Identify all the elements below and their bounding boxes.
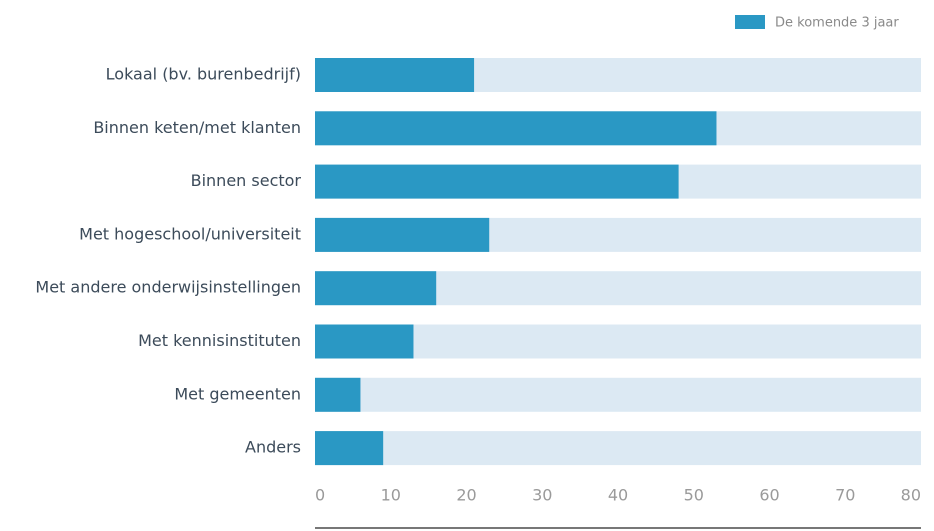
category-label: Met hogeschool/universiteit — [79, 224, 301, 243]
category-label: Lokaal (bv. burenbedrijf) — [106, 65, 301, 84]
bar-track — [315, 431, 921, 466]
x-tick-label: 40 — [608, 486, 628, 505]
category-label: Anders — [245, 438, 301, 457]
x-tick-label: 0 — [315, 486, 325, 505]
category-label: Binnen sector — [191, 171, 302, 190]
bar — [315, 431, 384, 466]
bar — [315, 271, 437, 306]
bar — [315, 377, 361, 412]
category-label: Met kennisinstituten — [138, 331, 301, 350]
category-label: Met gemeenten — [174, 384, 301, 403]
bar — [315, 58, 475, 92]
legend-swatch — [735, 15, 765, 29]
x-tick-label: 70 — [835, 486, 855, 505]
bar — [315, 324, 414, 359]
x-tick-label: 30 — [532, 486, 552, 505]
x-tick-label: 50 — [684, 486, 704, 505]
bar — [315, 217, 490, 252]
x-tick-label: 60 — [759, 486, 779, 505]
x-tick-label: 20 — [456, 486, 476, 505]
x-tick-label: 10 — [381, 486, 401, 505]
x-tick-label: 80 — [901, 486, 921, 505]
bar — [315, 164, 679, 199]
bar-track — [315, 324, 921, 359]
category-label: Met andere onderwijsinstellingen — [35, 278, 301, 297]
bar — [315, 111, 717, 146]
bar-track — [315, 377, 921, 412]
category-label: Binnen keten/met klanten — [93, 118, 301, 137]
legend-label: De komende 3 jaar — [775, 16, 899, 31]
